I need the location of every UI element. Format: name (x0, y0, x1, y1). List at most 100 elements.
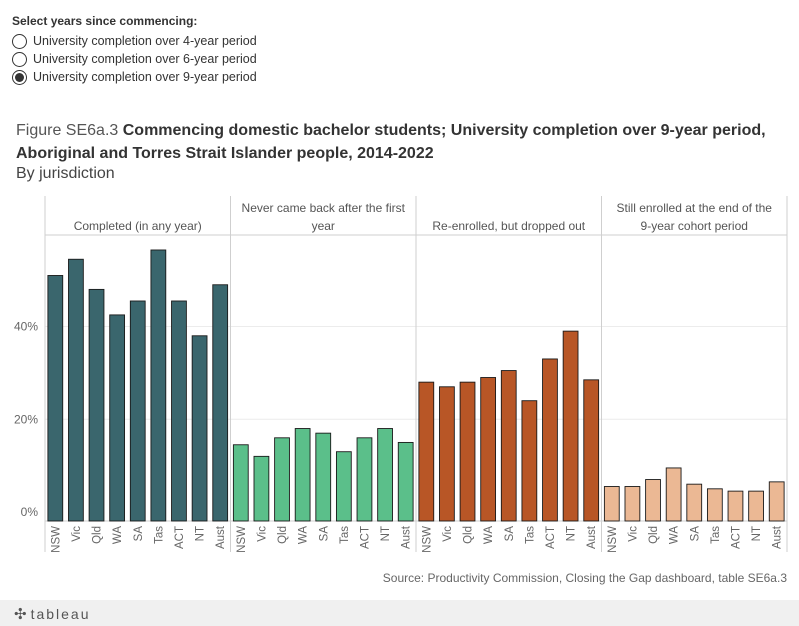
bar[interactable] (294, 428, 311, 522)
bar[interactable] (418, 381, 435, 522)
x-tick-label: Tas (710, 526, 722, 544)
bar[interactable] (459, 381, 476, 522)
bar[interactable] (645, 479, 661, 522)
bar[interactable] (768, 481, 785, 522)
bar[interactable] (232, 444, 249, 522)
bar-chart[interactable]: 0% 20% 40% Completed (in any year) NSW Vic Qld… (0, 190, 799, 560)
x-tick-label: Aust (401, 525, 413, 549)
bar[interactable] (665, 467, 682, 522)
radio-selected-icon[interactable] (12, 69, 27, 85)
figure-title-line2: Aboriginal and Torres Strait Islander pe… (16, 145, 434, 162)
radio-option-4-year[interactable]: University completion over 4-year period (12, 32, 257, 50)
panel-header-label: Never came back after the first (242, 201, 406, 215)
x-tick-label: NSW (50, 526, 62, 553)
radio-option-9-year[interactable]: University completion over 9-year period (12, 68, 257, 86)
x-tick-label: Tas (339, 526, 351, 544)
y-tick-label: 20% (14, 412, 38, 426)
x-tick-label: Qld (277, 526, 289, 544)
x-tick-label: Aust (586, 525, 598, 549)
bar[interactable] (583, 379, 600, 522)
bar[interactable] (68, 258, 84, 522)
bar[interactable] (212, 284, 229, 522)
x-tick-label: Aust (215, 525, 227, 549)
x-tick-label: Vic (442, 526, 454, 542)
tableau-logo[interactable]: ✣ tableau (14, 605, 91, 623)
x-tick-label: SA (318, 526, 330, 542)
x-tick-label: Vic (71, 526, 83, 542)
bar[interactable] (88, 288, 105, 522)
x-tick-label: WA (112, 526, 124, 544)
x-tick-label: Qld (463, 526, 475, 544)
bar[interactable] (603, 486, 620, 522)
bar[interactable] (253, 455, 270, 522)
x-tick-label: ACT (730, 526, 742, 549)
bar[interactable] (191, 335, 208, 522)
source-note: Source: Productivity Commission, Closing… (382, 571, 787, 585)
x-tick-label: ACT (174, 526, 186, 549)
figure-number: Figure SE6a.3 (16, 122, 119, 139)
y-tick-label: 0% (21, 505, 39, 519)
tableau-footer: ✣ tableau (0, 600, 799, 626)
y-tick-label: 40% (14, 320, 38, 334)
radio-label: University completion over 6-year period (33, 52, 257, 66)
radio-icon[interactable] (12, 51, 27, 67)
panel-header-label: Still enrolled at the end of the (617, 201, 773, 215)
x-tick-label: WA (669, 526, 681, 544)
panel-header-label: year (312, 219, 335, 233)
bar[interactable] (150, 249, 167, 522)
filter-title: Select years since commencing: (12, 14, 198, 28)
x-tick-label: SA (689, 526, 701, 542)
radio-label: University completion over 9-year period (33, 70, 257, 84)
radio-label: University completion over 4-year period (33, 34, 257, 48)
bar[interactable] (521, 400, 538, 522)
bar[interactable] (562, 330, 579, 522)
bar[interactable] (542, 358, 558, 522)
bar[interactable] (748, 490, 764, 522)
bar[interactable] (315, 432, 332, 522)
bar[interactable] (480, 377, 497, 522)
x-tick-label: Qld (92, 526, 104, 544)
bar[interactable] (500, 370, 517, 522)
radio-option-6-year[interactable]: University completion over 6-year period (12, 50, 257, 68)
x-tick-label: WA (483, 526, 495, 544)
tableau-logo-text: tableau (30, 606, 91, 622)
bar[interactable] (274, 437, 290, 522)
x-tick-label: ACT (545, 526, 557, 549)
figure-title-line1: Commencing domestic bachelor students; U… (122, 122, 766, 139)
x-tick-label: ACT (359, 526, 371, 549)
panel-header-label: Completed (in any year) (74, 219, 202, 233)
x-tick-label: NT (566, 526, 578, 541)
x-tick-label: SA (133, 526, 145, 542)
bar[interactable] (377, 428, 393, 522)
x-tick-label: WA (298, 526, 310, 544)
x-tick-label: Vic (256, 526, 268, 542)
bar[interactable] (129, 300, 146, 522)
x-tick-label: SA (504, 526, 516, 542)
x-tick-label: NSW (421, 526, 433, 553)
tableau-logo-icon: ✣ (14, 606, 29, 623)
bar[interactable] (624, 486, 641, 522)
bar[interactable] (686, 483, 703, 522)
x-tick-label: NT (195, 526, 207, 541)
x-tick-label: NSW (236, 526, 248, 553)
x-tick-label: NT (751, 526, 763, 541)
bar[interactable] (109, 314, 126, 522)
figure-title: Figure SE6a.3 Commencing domestic bachel… (16, 119, 786, 165)
bar[interactable] (356, 437, 373, 522)
x-tick-label: Vic (627, 526, 639, 542)
bar[interactable] (47, 275, 64, 522)
x-tick-label: NSW (607, 526, 619, 553)
x-tick-label: Aust (772, 525, 784, 549)
bar[interactable] (171, 300, 187, 522)
bar[interactable] (439, 386, 455, 522)
bar[interactable] (335, 451, 352, 522)
bar[interactable] (727, 490, 744, 522)
bar[interactable] (706, 488, 723, 522)
x-tick-label: Tas (524, 526, 536, 544)
bar[interactable] (397, 441, 414, 522)
panel-header-label: Re-enrolled, but dropped out (432, 219, 585, 233)
radio-icon[interactable] (12, 33, 27, 49)
x-tick-label: Qld (648, 526, 660, 544)
x-tick-label: Tas (153, 526, 165, 544)
panel-header-label: 9-year cohort period (641, 219, 748, 233)
